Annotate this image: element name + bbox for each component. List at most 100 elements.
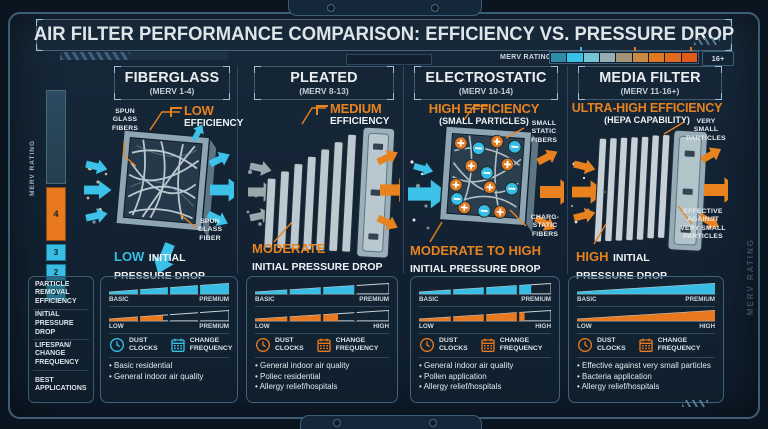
fiber-callout: SPUN GLASS FIBER <box>197 218 223 242</box>
fiber-callout: VERY SMALL PARTICLES <box>686 118 726 142</box>
electrostatic-illustration <box>408 105 564 243</box>
column-merv-range: (MERV 10-14) <box>458 86 514 96</box>
column-merv-range: (MERV 8-13) <box>299 86 349 96</box>
callout-leader-lines <box>593 121 693 245</box>
bar-min-label: LOW <box>577 323 592 330</box>
column-title: PLEATED <box>290 69 358 86</box>
left-merv-scale: 4 3 2 1 <box>46 90 66 304</box>
calendar-icon <box>316 337 332 353</box>
bar-max-label: PREMIUM <box>685 296 715 303</box>
efficiency-callout: ULTRA-HIGH EFFICIENCY (HEPA CAPABILITY) <box>571 101 723 126</box>
column-header-pleated: PLEATED (MERV 8-13) <box>254 66 394 100</box>
fiber-callout: EFFECTIVE AGAINST VERY SMALL PARTICLES <box>680 208 726 241</box>
applications-list: Effective against very small particles B… <box>577 361 715 392</box>
bar-max-label: HIGH <box>699 323 715 330</box>
column-title: MEDIA FILTER <box>599 69 701 86</box>
bar-max-label: PREMIUM <box>199 296 229 303</box>
merv-scale-upper-block <box>46 90 66 184</box>
callout-leader-lines <box>273 107 326 243</box>
electrostatic-column: HIGH EFFICIENCY (SMALL PARTICLES) SMALL … <box>404 102 564 278</box>
application-item: General indoor air quality <box>419 361 551 371</box>
column-divider <box>403 66 404 274</box>
slash-decoration <box>682 400 708 407</box>
application-item: Effective against very small particles <box>577 361 715 371</box>
applications-list: Basic residential General indoor air qua… <box>109 361 229 381</box>
stat-panel-pleated: BASIC PREMIUM LOW HIGH DUST CLOCKS CHANGE … <box>246 276 398 403</box>
inflow-arrows-icon <box>84 156 112 226</box>
fiberglass-illustration <box>84 111 234 278</box>
efficiency-callout: LOW EFFICIENCY <box>169 103 244 129</box>
row-label: LIFESPAN/ CHANGE FREQUENCY <box>33 340 89 371</box>
clock-icon <box>109 337 125 353</box>
slash-decoration <box>694 38 720 45</box>
calendar-icon <box>170 337 186 353</box>
bottom-tab-decoration <box>300 415 482 429</box>
electrostatic-filter <box>438 125 540 237</box>
bar-min-label: BASIC <box>109 296 129 303</box>
pressure-wedge-chart <box>255 309 389 322</box>
efficiency-wedge-chart <box>109 282 229 295</box>
media-filter-column: ULTRA-HIGH EFFICIENCY (HEPA CAPABILITY) … <box>566 101 728 282</box>
application-item: Bacteria application <box>577 372 715 382</box>
stat-panel-media-filter: BASIC PREMIUM LOW HIGH DUST CLOCKS CHANGE … <box>568 276 724 403</box>
row-label: BEST APPLICATIONS <box>35 376 87 393</box>
scale-tick <box>580 47 582 51</box>
scale-tick <box>690 47 692 51</box>
media-filter-illustration <box>570 121 728 252</box>
merv-max-badge: 16+ <box>702 51 734 66</box>
application-item: Pollen application <box>419 372 551 382</box>
row-label: PARTICLE REMOVAL EFFICIENCY <box>33 279 89 310</box>
application-item: Basic residential <box>109 361 229 371</box>
column-header-electrostatic: ELECTROSTATIC (MERV 10-14) <box>414 66 558 100</box>
bar-min-label: BASIC <box>419 296 439 303</box>
bar-min-label: BASIC <box>577 296 597 303</box>
pleated-filter <box>263 126 396 259</box>
bar-min-label: BASIC <box>255 296 275 303</box>
stat-panel-electrostatic: BASIC PREMIUM LOW HIGH DUST CLOCKS CHANGE … <box>410 276 560 403</box>
applications-list: General indoor air quality Pollen applic… <box>419 361 551 392</box>
bar-max-label: PREMIUM <box>521 296 551 303</box>
column-merv-range: (MERV 1-4) <box>149 86 195 96</box>
title-bar: AIR FILTER PERFORMANCE COMPARISON: EFFIC… <box>33 19 735 51</box>
page-title: AIR FILTER PERFORMANCE COMPARISON: EFFIC… <box>33 24 735 45</box>
pleated-illustration <box>246 107 400 259</box>
bar-max-label: PREMIUM <box>359 296 389 303</box>
row-label: INITIAL PRESSURE DROP <box>33 310 89 340</box>
application-item: General indoor air quality <box>255 361 389 371</box>
calendar-icon <box>480 337 496 353</box>
bar-max-label: HIGH <box>535 323 551 330</box>
column-title: FIBERGLASS <box>124 69 220 86</box>
merv-scale-bar <box>549 51 699 64</box>
pressure-wedge-chart <box>419 309 551 322</box>
efficiency-wedge-chart <box>419 282 551 295</box>
fiberglass-filter <box>115 129 218 242</box>
fiber-callout: CHARG- STATIC FIBERS <box>530 214 560 238</box>
fiber-callout: SPUN GLASS FIBERS <box>111 108 139 132</box>
pressure-wedge-chart <box>577 309 715 322</box>
column-header-media-filter: MEDIA FILTER (MERV 11-16+) <box>578 66 722 100</box>
application-item: Allergy relief/hospitals <box>577 382 715 392</box>
screw-icon <box>333 419 341 427</box>
efficiency-callout: MEDIUM EFFICIENCY <box>315 101 390 127</box>
pressure-callout: HIGH INITIAL PRESSURE DROP <box>576 249 668 282</box>
column-title: ELECTROSTATIC <box>425 69 547 86</box>
box-decoration <box>346 54 432 65</box>
stat-panel-fiberglass: BASIC PREMIUM LOW PREMIUM DUST CLOCKS CHAN… <box>100 276 238 403</box>
right-merv-scale-label: MERV RATING <box>746 238 755 316</box>
pleated-column: MEDIUM EFFICIENCY MODERATE INITIAL PRESS… <box>240 102 400 278</box>
clock-icon <box>255 337 271 353</box>
clock-icon <box>419 337 435 353</box>
column-divider <box>237 66 238 274</box>
pressure-wedge-chart <box>109 309 229 322</box>
bar-max-label: HIGH <box>373 323 389 330</box>
bar-min-label: LOW <box>419 323 434 330</box>
application-item: Poliec residential <box>255 372 389 382</box>
top-tab-decoration <box>288 0 482 16</box>
column-merv-range: (MERV 11-16+) <box>620 86 680 96</box>
merv-rating-label: MERV RATING <box>500 54 552 61</box>
bar-min-label: LOW <box>255 323 270 330</box>
column-divider <box>567 66 568 274</box>
application-item: Allergy relief/hospitals <box>419 382 551 392</box>
screw-icon <box>327 4 335 12</box>
